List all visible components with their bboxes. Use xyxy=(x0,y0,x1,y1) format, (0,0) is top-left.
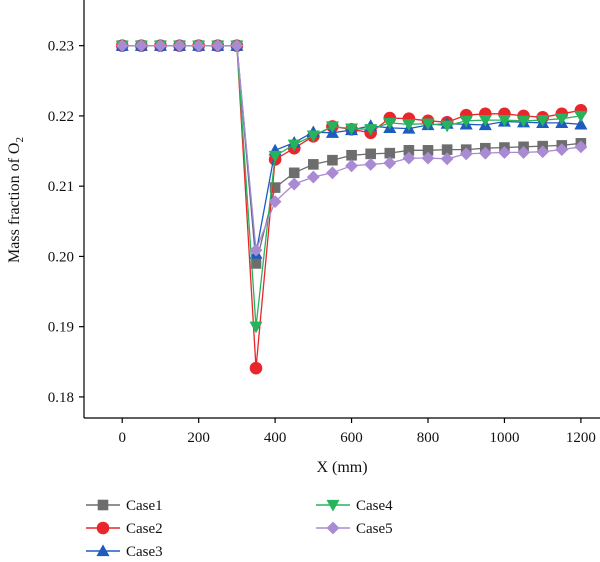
series-line xyxy=(122,45,581,251)
data-point xyxy=(249,361,263,375)
x-tick-label: 600 xyxy=(340,430,363,446)
series-layer xyxy=(115,39,588,375)
data-point xyxy=(459,115,473,128)
x-tick-label: 200 xyxy=(187,430,210,446)
series-case2 xyxy=(115,39,588,375)
data-point xyxy=(517,146,530,159)
data-point xyxy=(383,117,397,130)
data-point xyxy=(230,39,244,53)
data-point xyxy=(421,151,435,165)
data-point xyxy=(249,243,263,257)
data-point xyxy=(173,39,186,53)
data-point xyxy=(555,113,569,126)
series-line xyxy=(122,45,582,369)
data-point xyxy=(269,182,281,193)
y-ticks: 0.18 0.19 0.20 0.21 0.22 0.23 xyxy=(48,39,84,406)
data-point xyxy=(345,123,359,136)
y-tick-label: 0.20 xyxy=(48,249,74,265)
series-line xyxy=(122,45,581,254)
data-point xyxy=(287,177,301,191)
data-point xyxy=(536,145,550,159)
data-point xyxy=(365,148,376,160)
data-point xyxy=(268,195,282,209)
data-point xyxy=(478,146,492,160)
plot-frame xyxy=(83,0,600,419)
data-point xyxy=(459,147,473,161)
data-point xyxy=(154,39,167,53)
data-point xyxy=(288,167,300,179)
data-point xyxy=(364,124,378,136)
legend-label: Case5 xyxy=(356,521,393,537)
legend: Case1 Case2 Case3 Case4 Case5 xyxy=(86,498,393,560)
data-point xyxy=(364,157,378,171)
series-case5 xyxy=(115,39,588,257)
x-tick-label: 800 xyxy=(417,430,440,446)
x-tick-label: 0 xyxy=(118,430,126,446)
data-point xyxy=(402,119,416,131)
x-tick-label: 1200 xyxy=(566,430,596,446)
series-case4 xyxy=(115,40,588,334)
data-point xyxy=(517,115,531,128)
data-point xyxy=(287,139,301,152)
x-ticks: 0 200 400 600 800 1000 1200 xyxy=(118,418,596,446)
legend-marker xyxy=(96,544,110,557)
data-point xyxy=(211,39,225,53)
y-tick-label: 0.23 xyxy=(48,39,74,55)
data-point xyxy=(497,115,511,127)
legend-item-case1: Case1 xyxy=(86,498,163,514)
legend-marker xyxy=(96,521,110,535)
data-point xyxy=(498,146,511,159)
data-point xyxy=(383,156,397,170)
legend-marker xyxy=(326,521,340,535)
legend-label: Case3 xyxy=(126,544,163,560)
data-point xyxy=(325,121,339,134)
series-case3 xyxy=(115,39,588,259)
y-tick-label: 0.21 xyxy=(48,179,74,195)
data-point xyxy=(346,149,357,161)
y-tick-label: 0.22 xyxy=(48,109,74,125)
data-point xyxy=(308,159,319,170)
y-axis-label-subscript: 2 xyxy=(14,137,26,143)
data-point xyxy=(574,110,588,123)
data-point xyxy=(536,115,550,127)
legend-label: Case1 xyxy=(126,498,163,514)
legend-item-case4: Case4 xyxy=(316,498,393,514)
data-point xyxy=(134,39,148,53)
legend-label: Case2 xyxy=(126,521,163,537)
data-point xyxy=(326,166,339,180)
data-point xyxy=(574,140,588,154)
series-case1 xyxy=(116,40,587,269)
data-point xyxy=(327,154,338,166)
legend-item-case3: Case3 xyxy=(86,544,163,560)
data-point xyxy=(421,118,435,131)
y-tick-label: 0.19 xyxy=(48,320,74,336)
data-point xyxy=(115,39,129,53)
data-point xyxy=(249,321,263,334)
x-tick-label: 400 xyxy=(264,430,287,446)
legend-label: Case4 xyxy=(356,498,393,514)
data-point xyxy=(555,143,569,157)
data-point xyxy=(345,159,358,173)
x-tick-label: 1000 xyxy=(489,430,519,446)
legend-marker xyxy=(97,499,109,511)
legend-item-case5: Case5 xyxy=(316,521,393,537)
y-axis-label: Mass fraction of O2 xyxy=(6,137,26,263)
y-tick-label: 0.18 xyxy=(48,390,74,406)
data-point xyxy=(306,130,320,143)
data-point xyxy=(268,150,282,163)
data-point xyxy=(440,152,454,166)
data-point xyxy=(440,120,454,133)
legend-marker xyxy=(326,499,340,512)
data-point xyxy=(192,39,206,53)
data-point xyxy=(574,117,588,130)
x-axis-label: X (mm) xyxy=(316,459,367,476)
legend-item-case2: Case2 xyxy=(86,521,163,537)
data-point xyxy=(478,115,492,127)
y-axis-label-main: Mass fraction of O xyxy=(6,143,23,263)
series-line xyxy=(122,45,581,327)
data-point xyxy=(306,170,320,184)
data-point xyxy=(402,151,416,165)
